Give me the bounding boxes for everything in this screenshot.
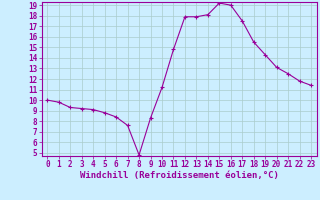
X-axis label: Windchill (Refroidissement éolien,°C): Windchill (Refroidissement éolien,°C) (80, 171, 279, 180)
